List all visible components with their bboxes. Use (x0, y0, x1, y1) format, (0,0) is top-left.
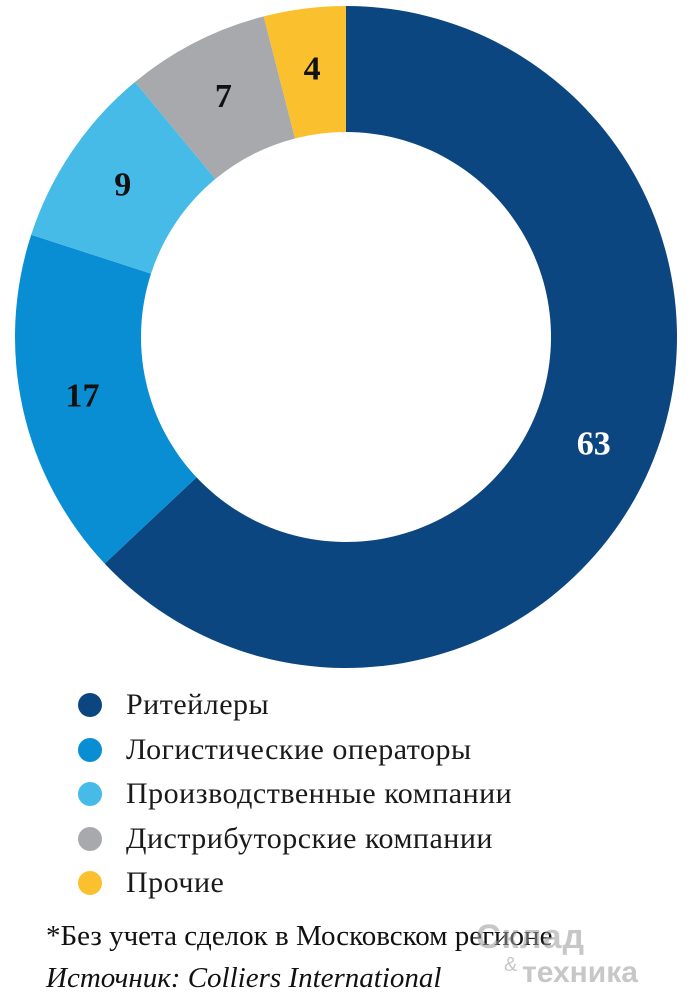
legend-label: Производственные компании (126, 777, 513, 811)
donut-slice-retailers (104, 6, 678, 668)
legend-item-other: Прочие (78, 861, 678, 906)
legend-label: Дистрибуторские компании (126, 821, 493, 855)
legend-swatch (78, 737, 102, 762)
data-label-other: 4 (304, 51, 321, 88)
donut-slice-other (263, 6, 346, 139)
chart-legend: Ритейлеры Логистические операторы Произв… (78, 683, 678, 906)
legend-swatch (78, 871, 102, 896)
legend-swatch (78, 782, 102, 807)
legend-item-manufacturing: Производственные компании (78, 772, 678, 817)
data-label-logistics: 17 (66, 377, 100, 414)
watermark-line2: техника (522, 956, 638, 989)
legend-swatch (78, 826, 102, 851)
legend-item-retailers: Ритейлеры (78, 683, 678, 728)
data-label-distribution: 7 (215, 78, 232, 115)
data-label-retailers: 63 (577, 426, 611, 463)
footnote: *Без учета сделок в Московском регионе (46, 920, 553, 952)
legend-label: Логистические операторы (126, 732, 472, 766)
donut-slice-logistics (15, 234, 197, 564)
legend-item-logistics: Логистические операторы (78, 728, 678, 773)
donut-chart: 63 17 9 7 4 (15, 6, 678, 668)
watermark-amp: & (504, 954, 518, 976)
legend-label: Прочие (126, 866, 225, 900)
legend-swatch (78, 693, 102, 718)
data-label-manufacturing: 9 (114, 167, 131, 204)
donut-slice-manufacturing (31, 81, 216, 274)
source-note: Источник: Colliers International (46, 962, 442, 994)
donut-chart-svg: 63 17 9 7 4 (15, 6, 678, 668)
donut-slice-distribution (135, 16, 296, 180)
legend-item-distribution: Дистрибуторские компании (78, 817, 678, 862)
legend-label: Ритейлеры (126, 688, 270, 722)
